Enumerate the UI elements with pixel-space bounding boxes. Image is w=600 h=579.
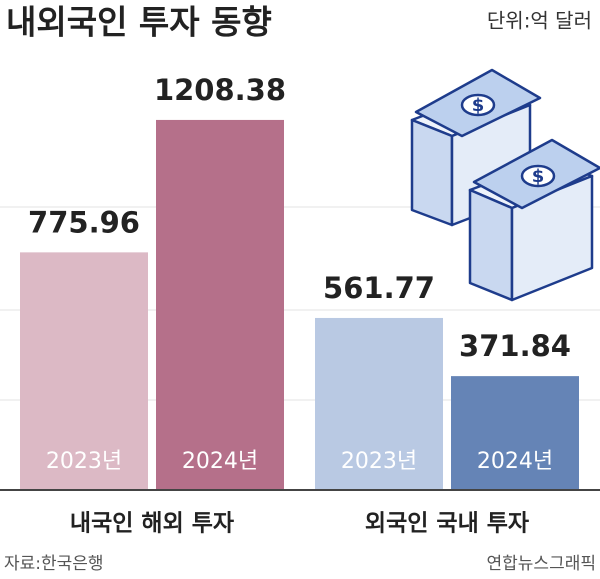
svg-text:$: $ — [532, 166, 545, 187]
source: 자료:한국은행 — [4, 554, 104, 574]
year-label: 2024년 — [477, 449, 553, 474]
value-label: 561.77 — [323, 271, 435, 305]
value-label: 371.84 — [459, 329, 571, 363]
money-illustration: $ $ — [410, 68, 600, 302]
value-label: 775.96 — [28, 205, 140, 239]
bar — [451, 376, 579, 490]
credit: 연합뉴스그래픽 — [487, 554, 596, 574]
unit-label: 단위:억 달러 — [487, 9, 592, 33]
bar — [156, 119, 284, 490]
value-label: 1208.38 — [154, 73, 286, 107]
chart-title: 내외국인 투자 동향 — [6, 3, 272, 42]
bar — [315, 317, 443, 490]
category-label: 내국인 해외 투자 — [70, 511, 234, 537]
category-label: 외국인 국내 투자 — [365, 511, 529, 537]
bar — [20, 252, 148, 490]
svg-text:$: $ — [472, 95, 485, 116]
year-label: 2024년 — [182, 449, 258, 474]
year-label: 2023년 — [341, 449, 417, 474]
year-label: 2023년 — [46, 449, 122, 474]
